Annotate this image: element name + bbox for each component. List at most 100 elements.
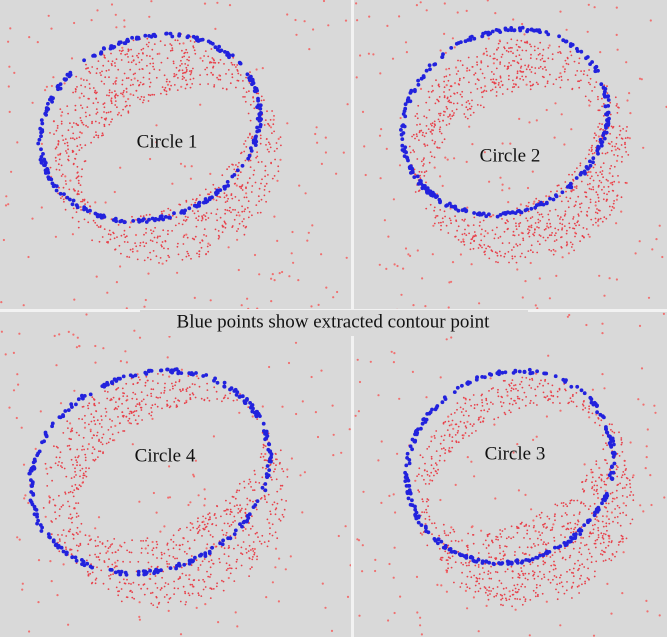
cloud-point (522, 583, 524, 585)
contour-point (258, 107, 262, 111)
cloud-point (529, 379, 531, 381)
cloud-point (73, 496, 75, 498)
contour-point (246, 157, 250, 161)
cloud-point (580, 70, 582, 72)
cloud-point (497, 539, 499, 541)
cloud-point (464, 233, 466, 235)
background-point (480, 233, 482, 235)
cloud-point (612, 175, 614, 177)
cloud-point (243, 481, 245, 483)
cloud-point (553, 561, 555, 563)
cloud-point (126, 579, 128, 581)
cloud-point (573, 401, 575, 403)
cloud-point (553, 254, 555, 256)
cloud-point (264, 498, 266, 500)
cloud-point (216, 398, 218, 400)
cloud-point (245, 548, 247, 550)
cloud-point (602, 152, 604, 154)
background-point (639, 240, 641, 242)
cloud-point (438, 119, 440, 121)
cloud-point (121, 235, 123, 237)
cloud-point (98, 556, 100, 558)
background-point (365, 174, 367, 176)
cloud-point (511, 387, 513, 389)
cloud-point (523, 565, 525, 567)
cloud-point (160, 40, 162, 42)
cloud-point (557, 396, 559, 398)
cloud-point (280, 520, 282, 522)
background-point (94, 362, 96, 364)
background-point (63, 563, 65, 565)
contour-point (236, 168, 240, 172)
cloud-point (580, 162, 582, 164)
cloud-point (502, 93, 504, 95)
cloud-point (529, 81, 531, 83)
cloud-point (525, 205, 527, 207)
background-point (199, 57, 201, 59)
cloud-point (510, 38, 512, 40)
contour-point (75, 559, 79, 563)
cloud-point (605, 534, 607, 536)
cloud-point (574, 223, 576, 225)
background-point (502, 184, 504, 186)
cloud-point (136, 410, 138, 412)
cloud-point (510, 47, 512, 49)
cloud-point (486, 51, 488, 53)
background-point (409, 255, 411, 257)
cloud-point (621, 196, 623, 198)
cloud-point (215, 525, 217, 527)
cloud-point (264, 185, 266, 187)
cloud-point (238, 200, 240, 202)
background-point (229, 4, 231, 6)
background-point (301, 511, 303, 513)
cloud-point (582, 235, 584, 237)
background-point (57, 154, 59, 156)
cloud-point (581, 554, 583, 556)
cloud-point (186, 256, 188, 258)
cloud-point (572, 218, 574, 220)
background-point (532, 171, 534, 173)
cloud-point (101, 437, 103, 439)
cloud-point (108, 69, 110, 71)
cloud-point (530, 249, 532, 251)
cloud-point (164, 596, 166, 598)
cloud-point (148, 562, 150, 564)
cloud-point (545, 69, 547, 71)
contour-point (510, 28, 514, 32)
cloud-point (513, 536, 515, 538)
cloud-point (601, 189, 603, 191)
cloud-point (621, 444, 623, 446)
contour-point (429, 193, 433, 197)
cloud-point (246, 498, 248, 500)
contour-point (170, 368, 174, 372)
cloud-point (126, 105, 128, 107)
cloud-point (203, 214, 205, 216)
cloud-point (156, 597, 158, 599)
cloud-point (548, 518, 550, 520)
cloud-point (463, 113, 465, 115)
cloud-point (561, 201, 563, 203)
background-point (270, 300, 272, 302)
cloud-point (91, 421, 93, 423)
cloud-point (426, 501, 428, 503)
cloud-point (253, 541, 255, 543)
cloud-point (172, 49, 174, 51)
cloud-point (144, 245, 146, 247)
cloud-point (207, 83, 209, 85)
cloud-point (124, 542, 126, 544)
cloud-point (515, 388, 517, 390)
background-point (302, 400, 304, 402)
background-point (421, 277, 423, 279)
cloud-point (602, 515, 604, 517)
cloud-point (517, 532, 519, 534)
cloud-point (139, 62, 141, 64)
background-point (393, 352, 395, 354)
background-point (19, 539, 21, 541)
contour-point (220, 49, 224, 53)
cloud-point (65, 548, 67, 550)
background-point (649, 474, 651, 476)
cloud-point (156, 255, 158, 257)
cloud-point (564, 388, 566, 390)
cloud-point (90, 538, 92, 540)
cloud-point (482, 567, 484, 569)
